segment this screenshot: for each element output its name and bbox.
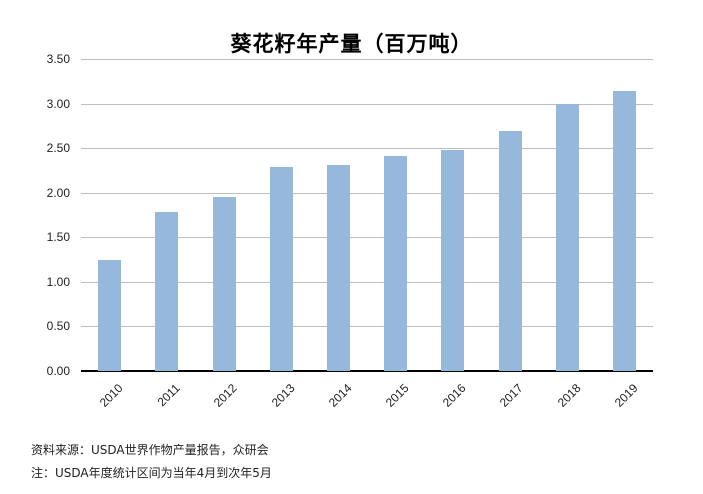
y-tick-label: 2.50	[46, 141, 70, 156]
chart-title: 葵花籽年产量（百万吨）	[230, 32, 473, 56]
plot-area	[81, 59, 653, 372]
bar-2019	[612, 91, 636, 371]
gridline	[81, 148, 653, 150]
x-tick-label: 2012	[211, 381, 240, 410]
gridline	[81, 237, 653, 239]
y-tick-label: 3.50	[46, 52, 70, 66]
bar-2010	[98, 259, 122, 371]
gridline	[81, 59, 653, 60]
y-tick-label: 1.00	[46, 274, 70, 289]
gridline	[81, 281, 653, 283]
bar-2017	[498, 131, 522, 371]
gridline	[81, 326, 653, 328]
bar-2018	[555, 103, 579, 371]
y-tick-label: 0.50	[46, 319, 70, 334]
gridline	[81, 103, 653, 105]
bar-2013	[269, 166, 293, 371]
y-tick-label: 1.50	[46, 230, 70, 245]
remark-note: 注：USDA年度统计区间为当年4月到次年5月	[31, 466, 272, 480]
x-tick-label: 2017	[497, 381, 526, 410]
x-axis-line	[81, 370, 653, 372]
y-tick-label: 0.00	[46, 364, 70, 378]
x-tick-label: 2013	[268, 381, 298, 410]
bar-2014	[326, 165, 350, 371]
bar-2016	[441, 149, 465, 371]
x-tick-label: 2014	[325, 381, 355, 410]
bar-2011	[155, 212, 179, 371]
y-tick-label: 2.00	[46, 185, 70, 200]
y-tick-label: 3.00	[46, 96, 70, 111]
x-tick-label: 2019	[611, 381, 641, 410]
bar-2012	[212, 197, 236, 371]
x-tick-label: 2015	[382, 381, 412, 410]
gridline	[81, 192, 653, 194]
bar-2015	[384, 156, 408, 371]
x-tick-label: 2018	[554, 381, 584, 410]
x-tick-label: 2010	[96, 381, 126, 410]
source-note: 资料来源：USDA世界作物产量报告，众研会	[31, 443, 269, 457]
x-tick-label: 2016	[439, 381, 469, 410]
x-tick-label: 2011	[154, 381, 183, 410]
